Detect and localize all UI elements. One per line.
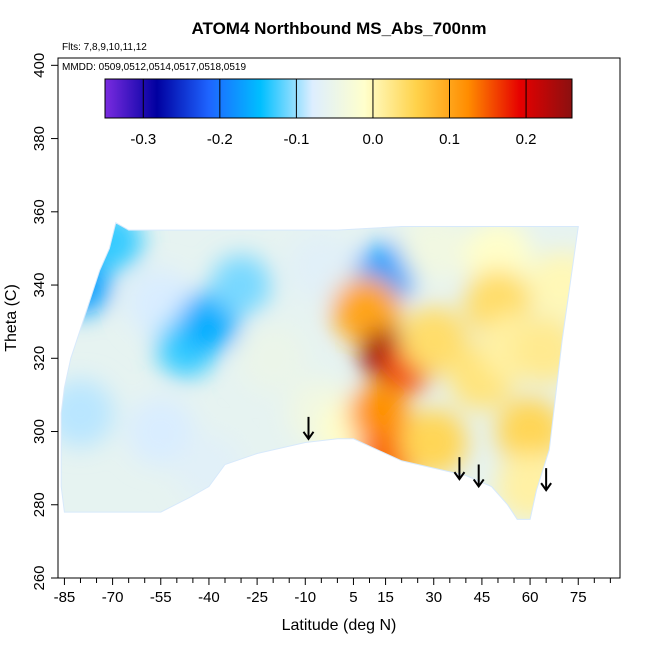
y-tick-label: 380 [31, 126, 48, 151]
y-tick-label: 280 [31, 492, 48, 517]
colorbar-tick-label: -0.2 [207, 131, 233, 148]
field-sample [126, 397, 195, 466]
x-tick-label: -70 [102, 589, 124, 606]
flights-note: Flts: 7,8,9,10,11,12 [62, 42, 147, 53]
field-sample [528, 251, 579, 320]
x-axis-label: Latitude (deg N) [282, 617, 397, 634]
field-sample [61, 379, 115, 448]
colorbar: -0.3 -0.2 -0.1 0.0 0.1 0.2 [104, 78, 573, 148]
x-tick-label: 30 [425, 589, 442, 606]
field-sample [239, 324, 308, 393]
x-tick-label: -25 [246, 589, 268, 606]
y-tick-label: 300 [31, 419, 48, 444]
colorbar-tick-label: 0.1 [439, 131, 460, 148]
colorbar-tick-label: -0.3 [130, 131, 156, 148]
field-sample [287, 232, 356, 301]
colorbar-tick-label: 0.0 [363, 131, 384, 148]
x-tick-label: 15 [377, 589, 394, 606]
x-tick-label: 60 [522, 589, 539, 606]
field-sample [496, 397, 565, 466]
y-tick-label: 340 [31, 273, 48, 298]
x-tick-label: -40 [198, 589, 220, 606]
x-tick-label: -55 [150, 589, 172, 606]
marker-arrow [453, 457, 466, 481]
field-sample [399, 408, 468, 477]
arrows-layer [302, 416, 552, 492]
colorbar-tick-label: -0.1 [283, 131, 309, 148]
x-tick-label: -10 [294, 589, 316, 606]
colorbar-tick-label: 0.2 [516, 131, 537, 148]
colorbar-gradient [104, 78, 573, 119]
x-axis: -85 -70 -55 -40 -25 -10 5 15 30 45 60 75 [54, 578, 611, 606]
y-tick-label: 260 [31, 565, 48, 590]
x-tick-label: -85 [54, 589, 76, 606]
marker-arrow [540, 468, 552, 492]
chart-title: ATOM4 Northbound MS_Abs_700nm [191, 19, 486, 38]
data-envelope [60, 222, 579, 520]
field-sample [463, 222, 532, 290]
field-sample [211, 255, 272, 316]
y-tick-label: 360 [31, 199, 48, 224]
y-axis: 260 280 300 320 340 360 380 400 [31, 53, 58, 591]
x-tick-label: 75 [570, 589, 587, 606]
x-tick-label: 45 [474, 589, 491, 606]
field-sample [349, 383, 410, 444]
field-sample [399, 222, 468, 283]
y-axis-label: Theta (C) [3, 284, 20, 352]
y-tick-label: 320 [31, 346, 48, 371]
field-sample [399, 305, 468, 374]
y-tick-label: 400 [31, 53, 48, 78]
field-sample [332, 276, 401, 345]
x-tick-label: 5 [349, 589, 357, 606]
dates-note: MMDD: 0509,0512,0514,0517,0518,0519 [62, 62, 246, 73]
marker-arrow [472, 464, 485, 489]
marker-arrow [302, 416, 315, 441]
